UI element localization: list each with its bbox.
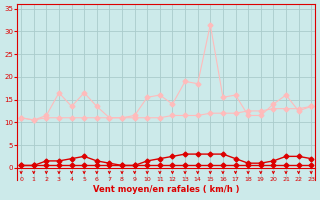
X-axis label: Vent moyen/en rafales ( km/h ): Vent moyen/en rafales ( km/h ) [93,185,239,194]
